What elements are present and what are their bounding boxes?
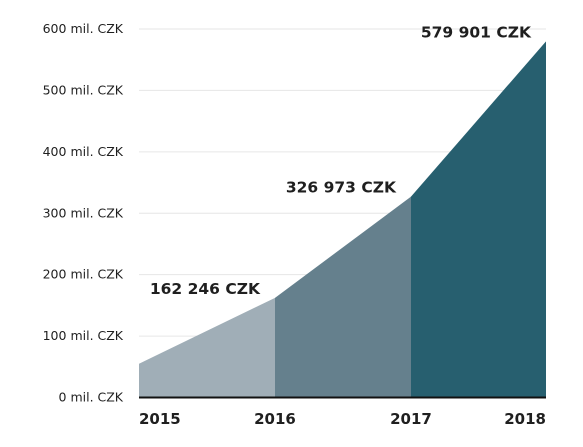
data-label: 326 973 CZK — [286, 179, 397, 197]
data-labels: 162 246 CZK 326 973 CZK 579 901 CZK — [150, 23, 532, 298]
x-tick-label: 2016 — [254, 410, 296, 428]
area-segments — [139, 41, 546, 398]
y-tick-label: 400 mil. CZK — [43, 144, 124, 159]
area-segment — [275, 196, 411, 398]
x-axis-ticks: 2015 2016 2017 2018 — [139, 410, 546, 428]
data-label: 162 246 CZK — [150, 280, 261, 298]
y-tick-label: 500 mil. CZK — [43, 82, 124, 97]
y-tick-label: 200 mil. CZK — [43, 267, 124, 282]
y-axis-ticks: 0 mil. CZK 100 mil. CZK 200 mil. CZK 300 mi… — [43, 21, 124, 405]
y-tick-label: 0 mil. CZK — [59, 390, 124, 405]
area-segment — [411, 41, 546, 398]
y-tick-label: 600 mil. CZK — [43, 21, 124, 36]
data-label: 579 901 CZK — [421, 23, 532, 41]
y-tick-label: 300 mil. CZK — [43, 205, 124, 220]
x-tick-label: 2015 — [139, 410, 181, 428]
area-segment — [139, 297, 275, 398]
y-tick-label: 100 mil. CZK — [43, 328, 124, 343]
x-tick-label: 2018 — [504, 410, 546, 428]
x-tick-label: 2017 — [390, 410, 432, 428]
